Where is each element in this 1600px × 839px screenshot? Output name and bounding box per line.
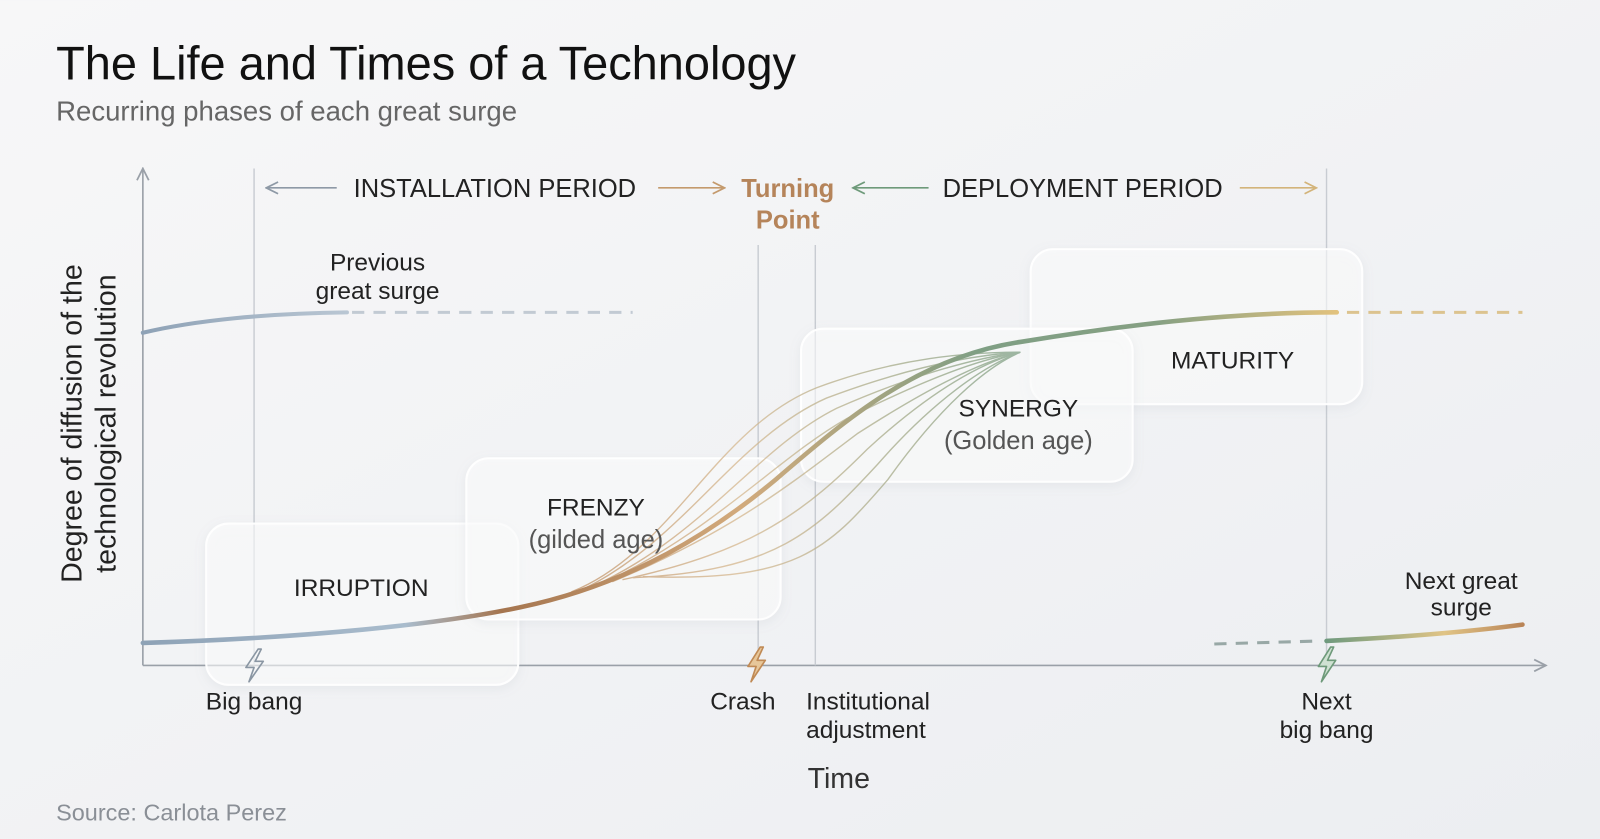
lightning-icon [1317,646,1337,683]
diffusion-curve [140,310,1340,646]
event-label: big bang [1280,717,1374,744]
fan-curves [571,351,1021,593]
phase-sublabel: (gilded age) [529,526,664,554]
event-label: adjustment [806,717,926,744]
event-label: Big bang [206,688,303,715]
title: The Life and Times of a Technology [56,38,796,90]
event-label: Next [1301,688,1352,715]
previous-surge-label: Previous [330,250,425,277]
x-axis-title: Time [808,763,870,795]
phase-label: FRENZY [547,494,645,521]
next-surge-label: surge [1431,594,1492,621]
previous-surge-label: great surge [316,278,440,305]
next-surge-dashed [1214,639,1322,646]
event-label: Crash [710,688,775,715]
y-axis-title: Degree of diffusion of the technological… [57,264,123,583]
deployment-period: DEPLOYMENT PERIOD [943,175,1223,203]
subtitle: Recurring phases of each great surge [56,96,517,127]
previous-surge-curve [140,310,349,335]
phase-box [465,457,782,621]
turning-point: Turning [741,175,834,203]
installation-period: INSTALLATION PERIOD [354,175,636,203]
y-axis-title-line: Degree of diffusion of the [57,264,89,583]
y-axis-title-line: technological revolution [90,274,122,573]
lightning-icon [747,646,767,683]
next-surge-label: Next great [1405,568,1518,595]
event-label: Institutional [806,688,930,715]
phase-label: IRRUPTION [294,575,429,602]
turning-point: Point [756,207,820,235]
lightning-icon [245,648,265,683]
phase-sublabel: (Golden age) [944,427,1093,455]
phase-label: MATURITY [1171,347,1294,374]
next-surge-curve [1324,622,1525,644]
source: Source: Carlota Perez [56,800,287,826]
phase-label: SYNERGY [959,395,1079,422]
